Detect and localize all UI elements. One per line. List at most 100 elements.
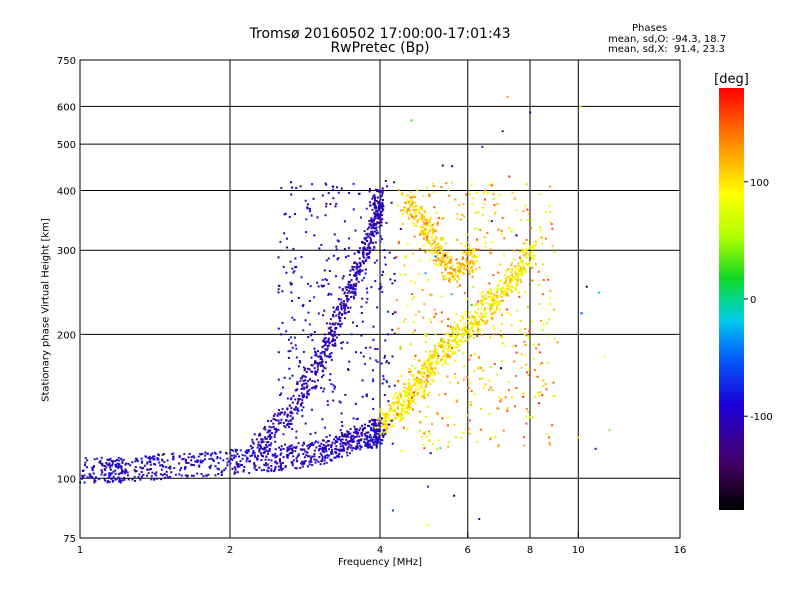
- scatter-point: [305, 231, 308, 234]
- scatter-point: [291, 299, 294, 302]
- scatter-point: [86, 459, 89, 462]
- scatter-point: [359, 351, 362, 354]
- scatter-point: [418, 371, 421, 374]
- x-tick-label: 8: [527, 545, 533, 556]
- scatter-point: [365, 431, 368, 434]
- scatter-point: [239, 449, 242, 452]
- scatter-point: [419, 373, 422, 376]
- scatter-point: [374, 418, 377, 421]
- scatter-point: [391, 401, 394, 404]
- scatter-point: [178, 462, 181, 465]
- scatter-point: [421, 208, 424, 211]
- scatter-point: [449, 271, 452, 274]
- scatter-point: [488, 303, 491, 306]
- scatter-point: [140, 467, 143, 470]
- scatter-point: [439, 259, 442, 262]
- scatter-point: [437, 354, 440, 357]
- scatter-point: [282, 456, 285, 459]
- scatter-point: [504, 291, 507, 294]
- scatter-point: [434, 249, 437, 252]
- scatter-point: [384, 426, 387, 429]
- scatter-point: [580, 312, 583, 315]
- scatter-point: [370, 426, 373, 429]
- scatter-point: [354, 288, 357, 291]
- scatter-point: [352, 295, 355, 298]
- scatter-point: [463, 267, 466, 270]
- scatter-point: [509, 277, 512, 280]
- scatter-point: [549, 211, 552, 214]
- scatter-point: [106, 463, 109, 466]
- scatter-point: [489, 251, 492, 254]
- scatter-point: [311, 455, 314, 458]
- scatter-point: [521, 261, 524, 264]
- scatter-point: [275, 428, 278, 431]
- scatter-point: [473, 249, 476, 252]
- scatter-point: [325, 461, 328, 464]
- scatter-point: [354, 351, 357, 354]
- scatter-point: [378, 200, 381, 203]
- scatter-point: [469, 334, 472, 337]
- scatter-point: [477, 366, 480, 369]
- scatter-point: [416, 382, 419, 385]
- scatter-point: [304, 460, 307, 463]
- scatter-point: [364, 427, 367, 430]
- scatter-point: [314, 370, 317, 373]
- scatter-point: [289, 411, 292, 414]
- scatter-point: [423, 211, 426, 214]
- scatter-point: [169, 465, 172, 468]
- scatter-point: [233, 456, 236, 459]
- scatter-point: [349, 432, 352, 435]
- scatter-point: [369, 201, 372, 204]
- scatter-point: [393, 410, 396, 413]
- scatter-point: [368, 425, 371, 428]
- scatter-point: [376, 439, 379, 442]
- scatter-point: [364, 272, 367, 275]
- scatter-point: [444, 268, 447, 271]
- scatter-point: [327, 344, 330, 347]
- scatter-point: [441, 417, 444, 420]
- scatter-point: [274, 440, 277, 443]
- scatter-point: [444, 344, 447, 347]
- scatter-point: [461, 328, 464, 331]
- scatter-point: [319, 463, 322, 466]
- scatter-point: [172, 457, 175, 460]
- scatter-point: [283, 424, 286, 427]
- scatter-point: [109, 468, 112, 471]
- scatter-point: [424, 334, 427, 337]
- scatter-point: [374, 280, 377, 283]
- scatter-point: [344, 393, 347, 396]
- scatter-point: [372, 224, 375, 227]
- scatter-point: [426, 369, 429, 372]
- scatter-point: [424, 235, 427, 238]
- scatter-point: [331, 323, 334, 326]
- scatter-point: [468, 432, 471, 435]
- scatter-point: [418, 420, 421, 423]
- scatter-point: [441, 355, 444, 358]
- scatter-point: [339, 450, 342, 453]
- scatter-point: [406, 199, 409, 202]
- scatter-point: [462, 431, 465, 434]
- scatter-point: [375, 446, 378, 449]
- scatter-point: [286, 415, 289, 418]
- scatter-point: [313, 331, 316, 334]
- scatter-point: [124, 471, 127, 474]
- scatter-point: [190, 459, 193, 462]
- scatter-point: [442, 348, 445, 351]
- scatter-point: [440, 320, 443, 323]
- scatter-point: [299, 361, 302, 364]
- scatter-point: [324, 182, 327, 185]
- scatter-point: [406, 212, 409, 215]
- scatter-point: [434, 372, 437, 375]
- scatter-point: [411, 292, 414, 295]
- scatter-point: [82, 475, 85, 478]
- scatter-point: [427, 193, 430, 196]
- scatter-point: [460, 333, 463, 336]
- scatter-point: [299, 448, 302, 451]
- scatter-point: [334, 442, 337, 445]
- scatter-point: [551, 227, 554, 230]
- scatter-point: [485, 297, 488, 300]
- scatter-point: [442, 257, 445, 260]
- scatter-point: [108, 481, 111, 484]
- scatter-point: [351, 265, 354, 268]
- scatter-point: [440, 246, 443, 249]
